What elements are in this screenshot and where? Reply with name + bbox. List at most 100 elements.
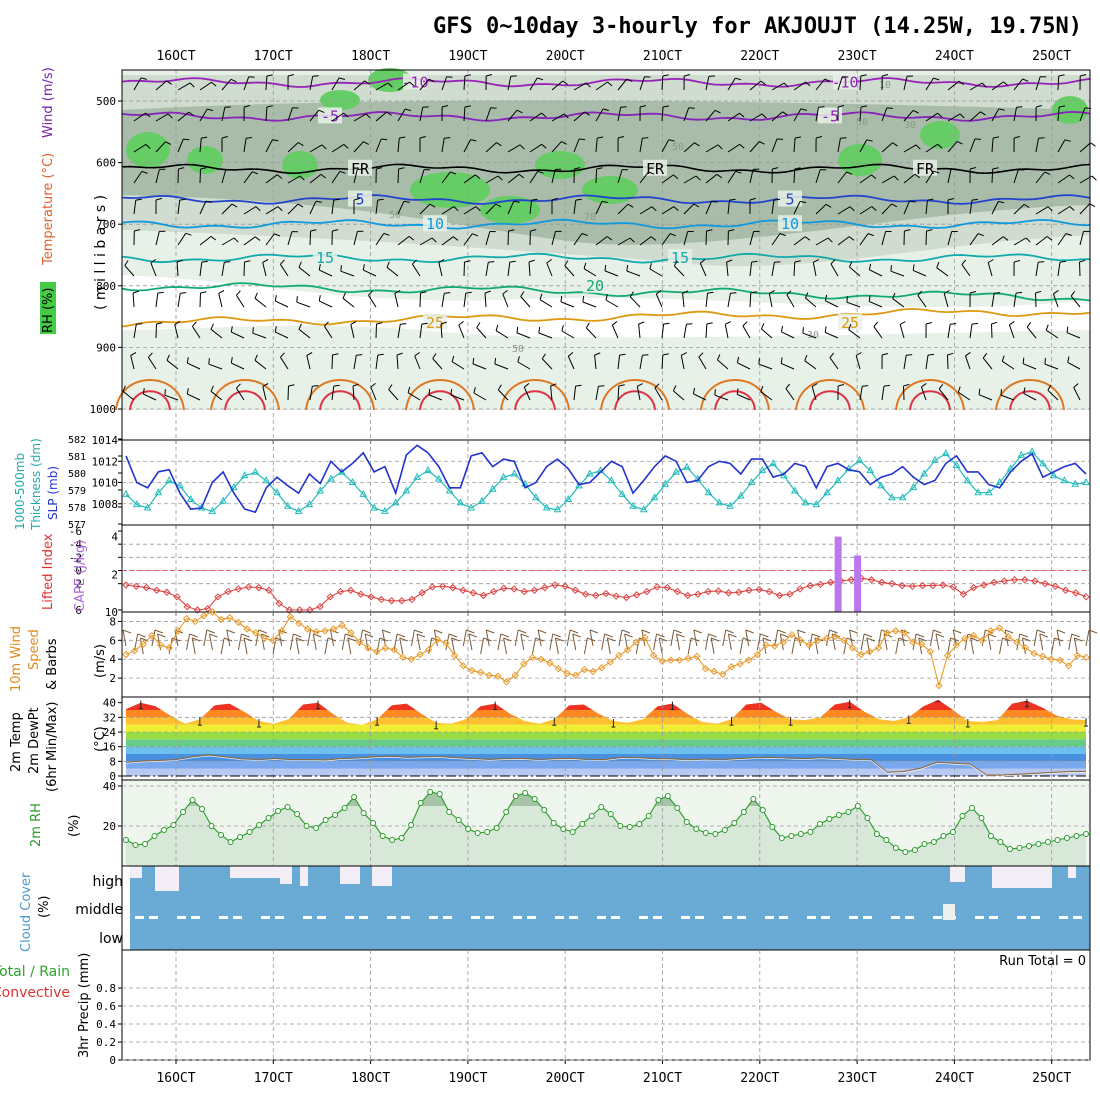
data-point (273, 488, 281, 496)
wind-barb (717, 359, 729, 370)
wind-barb (1052, 293, 1059, 308)
rh-area (126, 792, 1086, 866)
wind-barb (639, 355, 643, 370)
wind-barb (705, 109, 716, 122)
data-point (778, 835, 785, 841)
wind-barb-flag (470, 139, 477, 142)
data-point (186, 494, 195, 502)
surface-wind-barb-flag (589, 629, 599, 634)
wind-barbs-label: & Barbs (45, 638, 60, 690)
data-point (888, 579, 896, 588)
data-point (122, 650, 130, 659)
wind-barb (419, 324, 423, 339)
data-point (736, 491, 745, 499)
rh-label: RH (%) (41, 288, 56, 333)
wind-barb-flag (581, 233, 588, 236)
cloud-gap-middle (611, 916, 620, 919)
surface-wind-barb (583, 637, 588, 655)
wind-barb-flag (246, 137, 253, 139)
wind-barb-flag (868, 295, 871, 302)
wind-barb (815, 78, 826, 91)
wind-barb (1013, 293, 1017, 308)
wind-barb-flag (453, 206, 459, 212)
surface-wind-barb-flag (258, 629, 267, 634)
cloud-gap-block (943, 904, 955, 920)
wind-barb-flag (211, 81, 217, 87)
wind-barb-flag (340, 265, 342, 272)
cloud-gap-middle (723, 916, 732, 919)
wind-barb (397, 138, 400, 153)
wind-barb (793, 168, 796, 184)
wind-barb-flag (1064, 139, 1071, 142)
wind-barb (507, 230, 509, 246)
rh-high-patch (126, 132, 170, 168)
wind-barb-flag (440, 321, 447, 325)
wind-barb-flag (739, 143, 745, 149)
surface-wind-barb (739, 637, 744, 655)
surface-wind-barb-flag (1088, 629, 1098, 634)
wind-barb-flag (917, 290, 923, 296)
wind-barb (617, 78, 628, 91)
surface-wind-barb-flag (192, 637, 201, 642)
wind-barb-flag (914, 173, 920, 179)
wind-barb (231, 331, 245, 339)
wind-barb-flag (802, 327, 804, 334)
chart-title: GFS 0~10day 3-hourly for AKJOUJT (14.25W… (433, 14, 1082, 39)
isotherm-30-arc (405, 379, 475, 411)
wind-barb (397, 168, 400, 184)
wind-barb-flag (739, 112, 745, 118)
isotherm-label-bg (348, 159, 372, 176)
wind-barb (375, 138, 382, 153)
wind-barb (187, 393, 201, 401)
wind-barb (958, 391, 971, 401)
wind-barb (890, 270, 905, 277)
wind-barb (917, 295, 927, 308)
data-point (130, 647, 139, 655)
li-tick-label: 2 (75, 578, 82, 591)
data-point (990, 578, 998, 587)
surface-wind-barb (987, 633, 992, 651)
wind-barb (802, 332, 817, 339)
wind-barb (155, 231, 160, 246)
data-point (724, 589, 733, 597)
wind-barb (742, 325, 751, 339)
cloud-gap-high (372, 866, 392, 886)
wind-barb (407, 392, 421, 401)
wind-barb-flag (363, 141, 370, 145)
wind-barb-flag (1023, 387, 1026, 394)
wind-barb-flag (201, 136, 208, 139)
surface-wind-barb-flag (555, 637, 564, 642)
wind-barb (177, 293, 181, 308)
wind-barb (463, 293, 467, 308)
wind-barb-flag (386, 261, 390, 268)
wind-barb-flag (637, 383, 643, 387)
data-point (476, 668, 485, 677)
surface-wind-barb-flag (673, 629, 683, 634)
wind-barb-flag (750, 291, 757, 294)
temp-band (126, 768, 1086, 776)
data-point (571, 586, 580, 594)
wind-barb (903, 385, 905, 401)
data-point (1049, 471, 1058, 479)
cloud-gap-middle (359, 916, 368, 919)
wind-barb (964, 355, 971, 370)
wind-barb-flag (428, 388, 431, 395)
wind-barb-flag (183, 138, 190, 141)
wind-barb (925, 143, 938, 153)
isotherm-label: -10 (401, 74, 428, 92)
data-point (182, 614, 191, 623)
wind-barb (243, 76, 250, 91)
data-point (1000, 577, 1009, 585)
wind-barb-flag (134, 229, 141, 232)
wind-barb-flag (736, 356, 740, 363)
wind-barb-flag (495, 324, 499, 331)
surface-wind-barb-flag (780, 633, 789, 638)
wind-barb (124, 265, 135, 277)
wind-barb-flag (827, 237, 833, 243)
wind-barb-flag (804, 236, 811, 241)
wind-barb-flag (164, 389, 166, 396)
wind-barb (1008, 324, 1015, 339)
wind-barb (699, 262, 707, 277)
wind-barb (683, 142, 695, 153)
